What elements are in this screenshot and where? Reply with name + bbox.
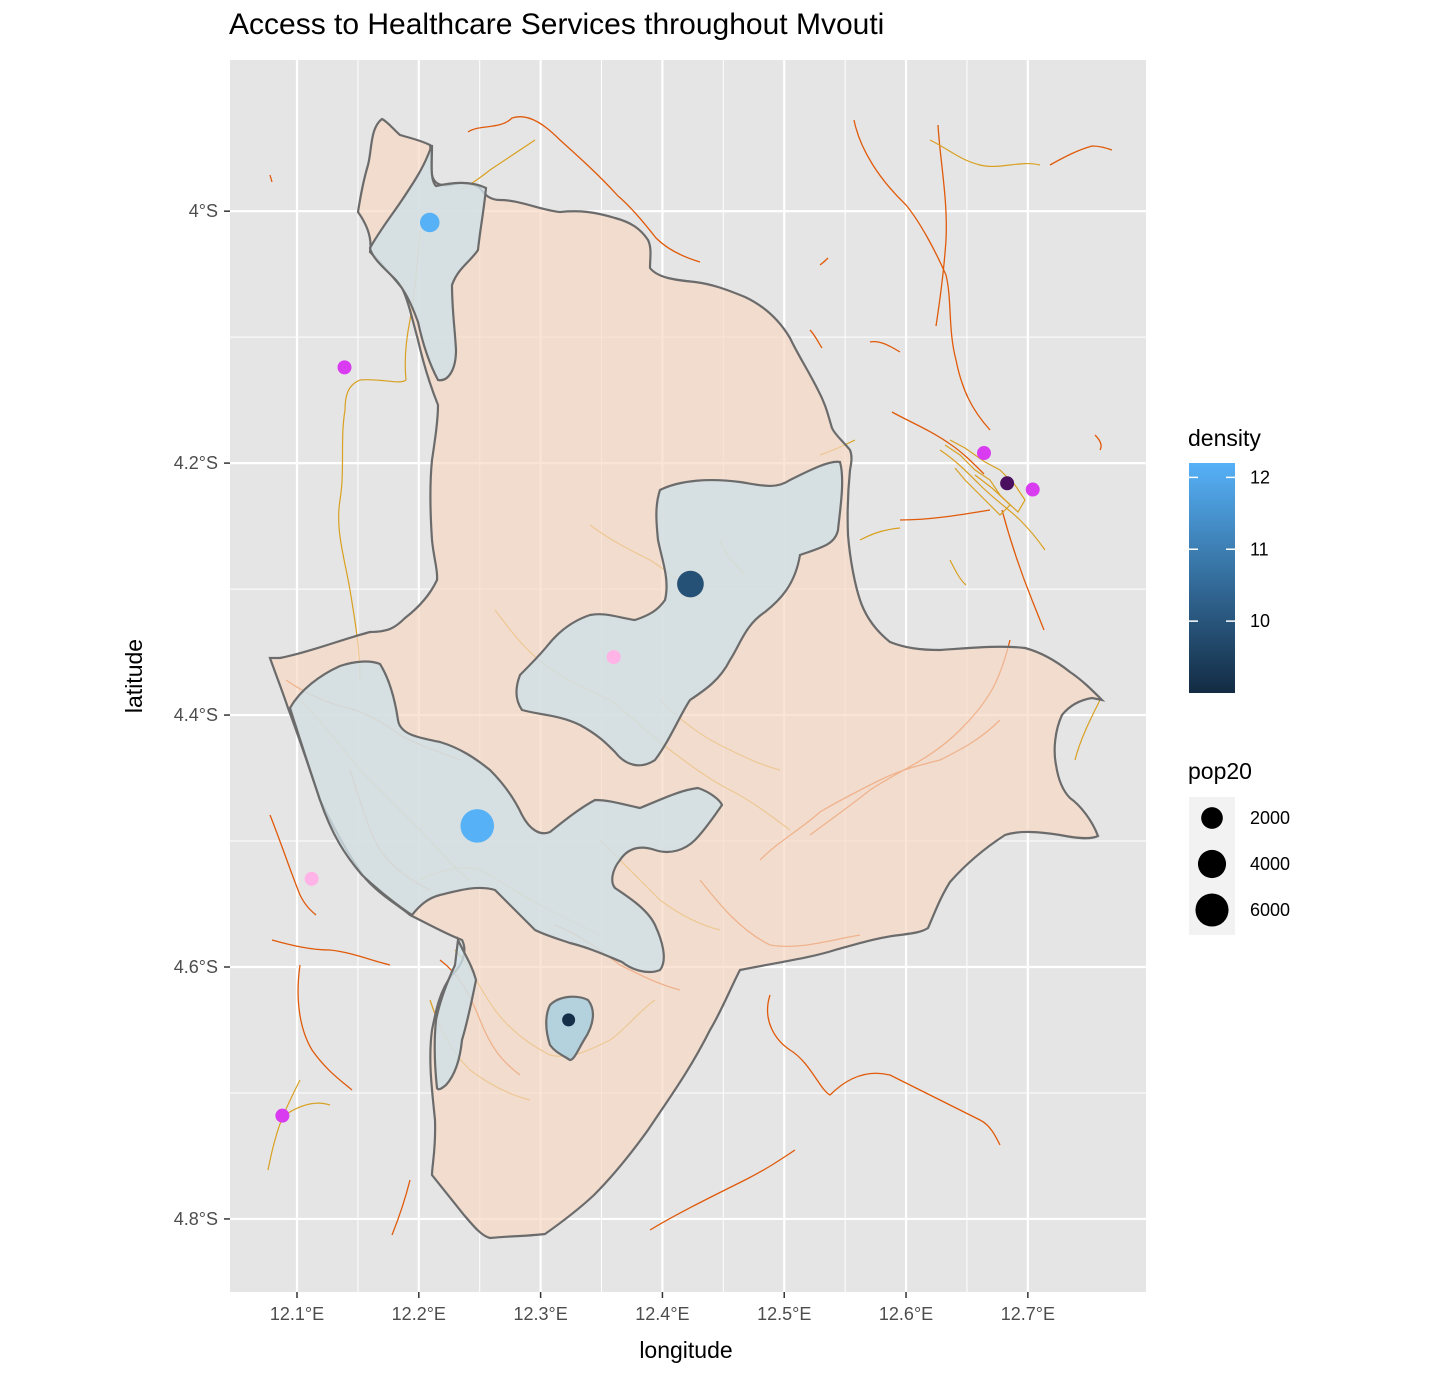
access-zones — [288, 144, 844, 1091]
health-facilities — [275, 360, 1040, 1123]
road-segment — [1049, 145, 1113, 166]
access-zone-south — [433, 936, 478, 1091]
x-tick-label: 12.6°E — [879, 1304, 933, 1324]
road-segment — [819, 257, 829, 266]
x-tick-label: 12.5°E — [757, 1304, 811, 1324]
facility-point — [275, 1108, 290, 1123]
pop20-legend-key — [1195, 893, 1229, 927]
access-zone-small — [545, 995, 594, 1062]
road-segment — [284, 1102, 331, 1116]
x-axis-title: longitude — [639, 1337, 732, 1363]
x-tick-label: 12.1°E — [270, 1304, 324, 1324]
road-segment — [467, 116, 701, 263]
pop20-legend: pop20 2000 4000 6000 — [1188, 758, 1290, 935]
road-segment — [939, 449, 1046, 551]
pop20-legend-label: 2000 — [1250, 808, 1290, 828]
road-segment — [297, 964, 353, 1091]
y-tick-label: 4.8°S — [174, 1209, 218, 1229]
road-segment — [809, 329, 823, 349]
road-segment — [269, 814, 317, 916]
access-zone-north — [368, 144, 488, 382]
x-tick-label: 12.3°E — [513, 1304, 567, 1324]
x-tick-label: 12.7°E — [1001, 1304, 1055, 1324]
density-legend-label: 10 — [1250, 611, 1270, 631]
pop20-legend-keys: 2000 4000 6000 — [1195, 807, 1290, 927]
road-segment — [899, 509, 991, 521]
road-segment — [269, 174, 273, 183]
facility-point — [976, 446, 991, 461]
access-zone-west — [288, 660, 724, 974]
density-point — [677, 570, 704, 598]
road-segment — [853, 119, 991, 431]
density-legend-label: 11 — [1250, 539, 1269, 559]
facility-point — [304, 871, 319, 886]
road-segment — [869, 340, 901, 353]
road-segment — [1001, 509, 1045, 631]
pop20-legend-label: 4000 — [1250, 854, 1290, 874]
road-segment — [935, 124, 947, 327]
access-zone-central — [515, 460, 844, 767]
road-segment — [949, 439, 1026, 513]
road-segment — [391, 1179, 411, 1236]
road-segment — [271, 939, 391, 966]
road-segment — [949, 559, 967, 586]
density-legend-title: density — [1188, 425, 1261, 451]
road-segment — [267, 1079, 301, 1171]
x-tick-label: 12.2°E — [392, 1304, 446, 1324]
road-segment — [1074, 699, 1101, 761]
x-tick-label: 12.4°E — [635, 1304, 689, 1324]
road-segment — [891, 411, 985, 475]
density-colorbar — [1189, 463, 1235, 693]
density-point — [460, 809, 495, 843]
page-title: Access to Healthcare Services throughout… — [229, 8, 885, 41]
pop20-legend-key — [1197, 849, 1227, 879]
density-legend-ticks: 12 11 10 — [1189, 467, 1270, 631]
axes: 12.1°E 12.2°E 12.3°E 12.4°E 12.5°E 12.6°E 12.7… — [174, 201, 1055, 1324]
pop20-legend-title: pop20 — [1188, 758, 1252, 784]
road-segment — [929, 139, 1041, 168]
road-segment — [338, 229, 421, 681]
y-axis-title: latitude — [121, 639, 147, 713]
y-tick-label: 4.6°S — [174, 957, 218, 977]
y-tick-label: 4.2°S — [174, 453, 218, 473]
density-point — [419, 212, 440, 233]
facility-point — [337, 360, 352, 375]
density-point — [562, 1013, 576, 1027]
facility-point — [1000, 476, 1015, 491]
road-segment — [649, 1149, 796, 1231]
road-segment — [766, 994, 1001, 1146]
density-points — [419, 212, 704, 1027]
pop20-legend-label: 6000 — [1250, 900, 1290, 920]
facility-point — [606, 650, 621, 665]
pop20-legend-key — [1201, 807, 1223, 829]
y-tick-label: 4.4°S — [174, 705, 218, 725]
density-legend-label: 12 — [1250, 467, 1270, 487]
road-segment — [1094, 434, 1102, 451]
y-tick-label: 4°S — [189, 201, 218, 221]
facility-point — [1025, 482, 1040, 497]
road-segment — [859, 527, 901, 541]
density-legend: density 12 11 10 — [1188, 425, 1270, 693]
